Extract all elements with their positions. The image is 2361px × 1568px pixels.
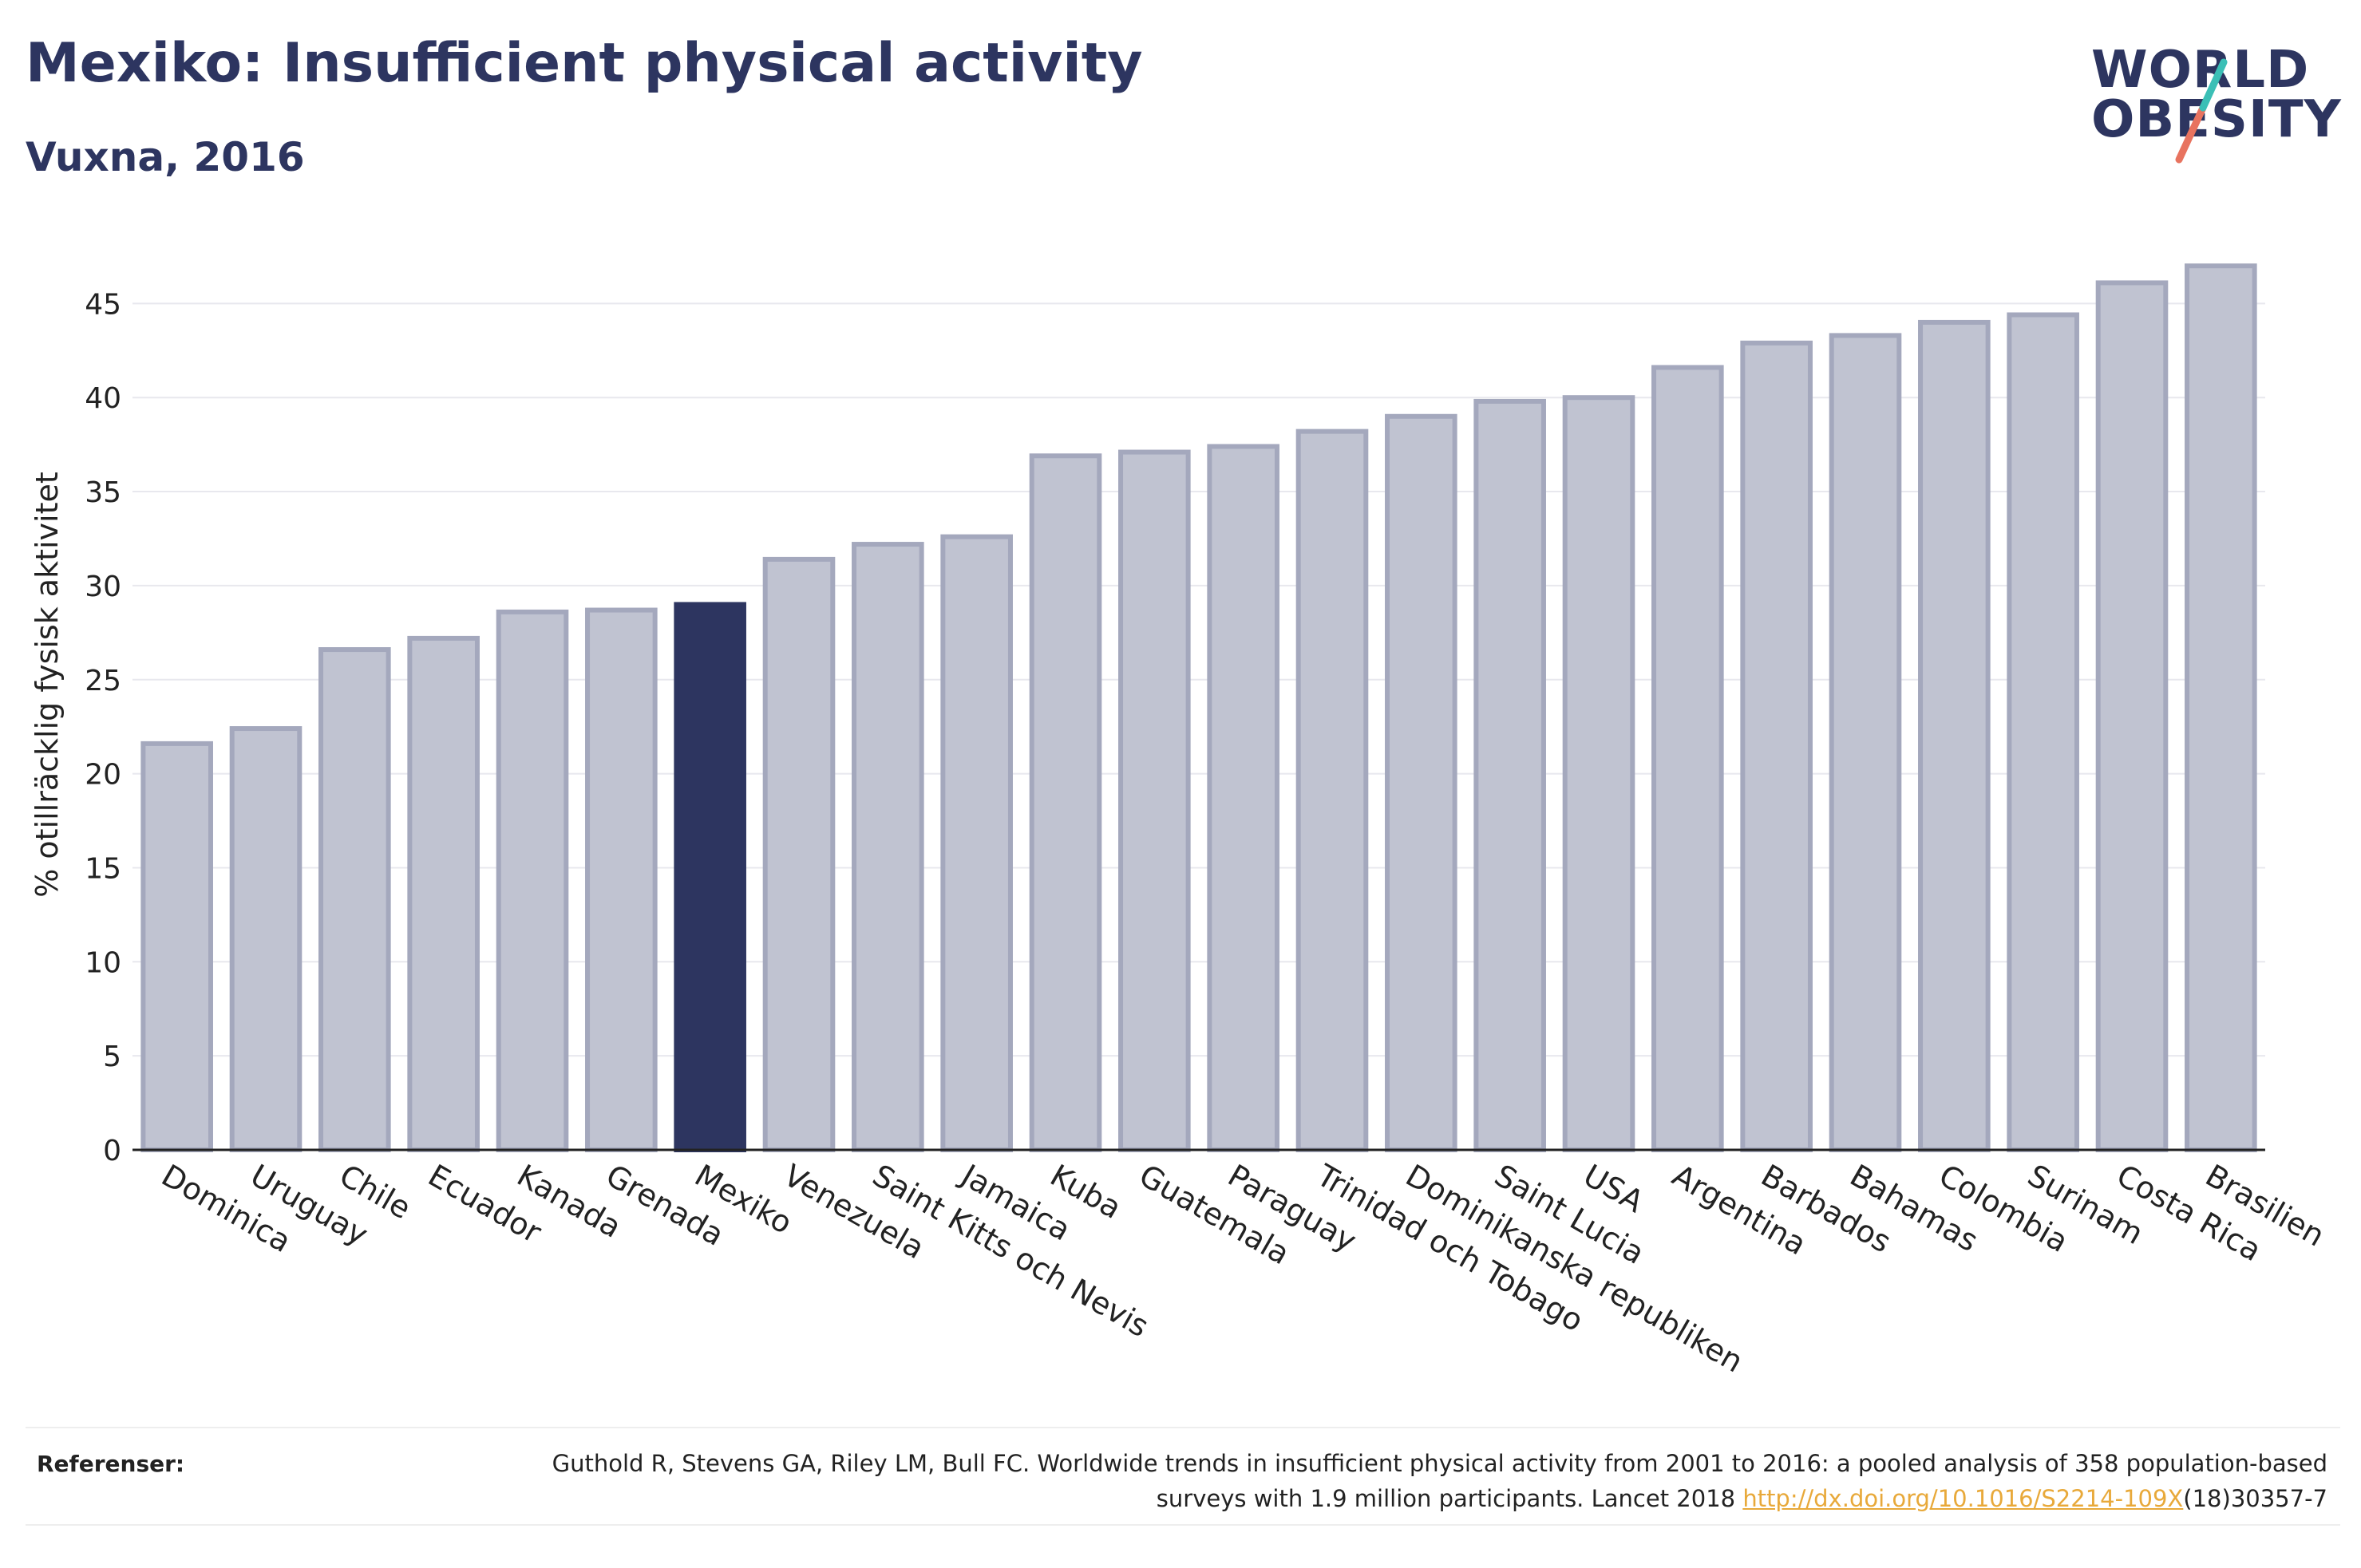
bar — [140, 741, 213, 1152]
bar — [407, 635, 480, 1152]
world-obesity-logo: WORLD OBESITY — [2075, 40, 2347, 168]
bar — [762, 556, 836, 1152]
y-tick-label: 0 — [103, 1135, 121, 1167]
bar — [1829, 333, 1902, 1152]
bar — [1118, 449, 1191, 1152]
bar — [1207, 444, 1279, 1152]
bar — [1029, 453, 1102, 1152]
logo-slash-teal — [2199, 58, 2228, 112]
bar — [2185, 263, 2257, 1153]
bar — [2007, 312, 2079, 1153]
bars — [140, 263, 2257, 1153]
bar — [2095, 280, 2169, 1153]
bar — [1295, 429, 1369, 1152]
y-tick-label: 40 — [85, 382, 121, 415]
bar — [496, 609, 569, 1152]
references-text: Guthold R, Stevens GA, Riley LM, Bull FC… — [492, 1446, 2327, 1516]
y-tick-label: 25 — [85, 665, 121, 697]
y-axis-label: % otillräcklig fysisk aktivitet — [30, 472, 65, 898]
logo-text-line2: OBESITY — [2091, 90, 2342, 149]
bar — [852, 542, 924, 1152]
gridlines — [132, 302, 2265, 1057]
bar — [940, 534, 1013, 1152]
logo-slash-coral — [2175, 104, 2207, 164]
logo-slash-icon — [2175, 58, 2228, 164]
bar — [1918, 319, 1991, 1152]
references-label: Referenser: — [37, 1451, 185, 1477]
footer-divider-top — [26, 1427, 2340, 1428]
y-tick-label: 15 — [85, 852, 121, 885]
bar — [318, 647, 391, 1152]
bar — [229, 726, 303, 1152]
bar-highlight-mexiko — [674, 602, 746, 1152]
reference-citation: Guthold R, Stevens GA, Riley LM, Bull FC… — [552, 1450, 2327, 1512]
bar — [1473, 398, 1546, 1152]
y-tick-label: 20 — [85, 759, 121, 792]
bar — [1740, 340, 1813, 1152]
chart-subtitle: Vuxna, 2016 — [26, 134, 305, 180]
y-tick-label: 5 — [103, 1041, 121, 1073]
reference-citation-suffix: (18)30357-7 — [2183, 1485, 2327, 1512]
chart-title: Mexiko: Insufficient physical activity — [26, 32, 1143, 95]
y-tick-label: 35 — [85, 476, 121, 509]
bar — [1651, 365, 1724, 1153]
bar — [1562, 395, 1635, 1152]
bar — [1385, 413, 1457, 1152]
reference-doi-link[interactable]: http://dx.doi.org/10.1016/S2214-109X — [1742, 1485, 2184, 1512]
bar — [585, 607, 658, 1152]
footer-divider-bottom — [26, 1524, 2340, 1526]
y-tick-label: 30 — [85, 571, 121, 603]
y-tick-label: 45 — [85, 288, 121, 321]
logo-text-line1: WORLD — [2091, 41, 2310, 100]
y-tick-label: 10 — [85, 946, 121, 979]
